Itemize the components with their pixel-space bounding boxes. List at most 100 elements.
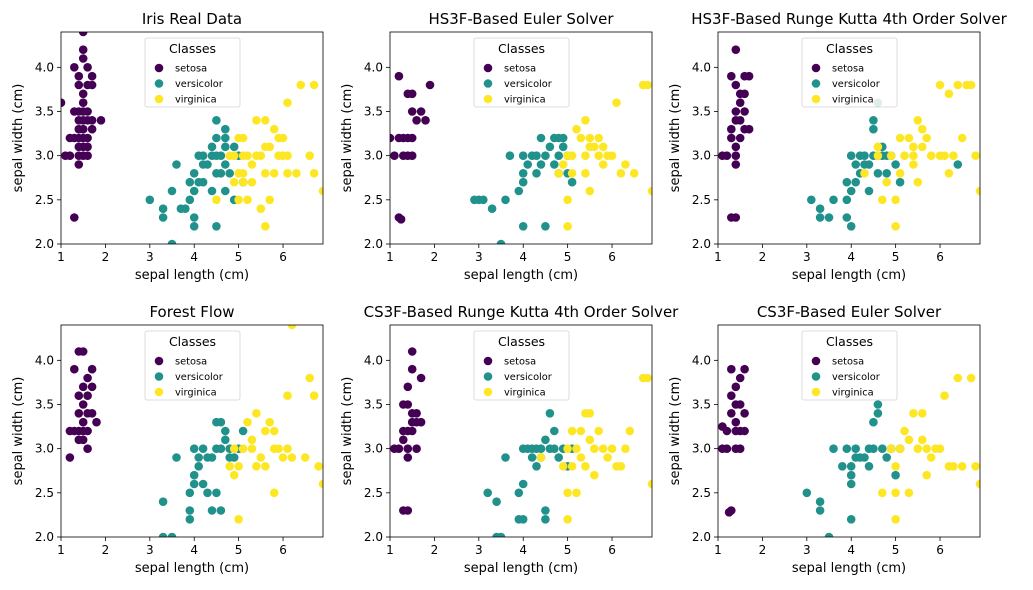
point-setosa xyxy=(731,151,741,160)
point-virginica xyxy=(567,426,577,436)
point-versicolor xyxy=(212,133,221,143)
point-versicolor xyxy=(212,488,221,498)
point-setosa xyxy=(87,382,97,392)
point-virginica xyxy=(918,124,927,134)
point-versicolor xyxy=(518,479,528,489)
y-tick-label: 2.5 xyxy=(35,193,54,207)
point-versicolor xyxy=(541,222,550,231)
y-tick-label: 4.0 xyxy=(692,353,711,367)
point-versicolor xyxy=(198,444,208,454)
x-tick-label: 5 xyxy=(564,543,572,557)
point-versicolor xyxy=(802,488,812,498)
point-virginica xyxy=(891,488,900,498)
point-versicolor xyxy=(145,195,155,205)
point-virginica xyxy=(256,453,266,462)
point-versicolor xyxy=(815,204,825,213)
point-virginica xyxy=(229,470,239,480)
x-tick-label: 1 xyxy=(57,543,65,557)
legend-title: Classes xyxy=(498,41,545,56)
point-virginica xyxy=(953,80,963,90)
point-virginica xyxy=(940,151,949,160)
point-versicolor xyxy=(541,506,550,515)
point-virginica xyxy=(900,426,909,436)
point-virginica xyxy=(296,80,306,90)
point-versicolor xyxy=(221,124,230,134)
point-virginica xyxy=(581,462,590,471)
subplot-title: Iris Real Data xyxy=(142,10,242,28)
point-virginica xyxy=(269,124,279,134)
point-setosa xyxy=(78,98,88,107)
point-virginica xyxy=(975,186,980,196)
x-tick-label: 5 xyxy=(235,543,243,557)
point-setosa xyxy=(83,142,92,152)
legend-label: setosa xyxy=(832,64,864,75)
point-virginica xyxy=(643,373,652,383)
point-virginica xyxy=(265,417,275,427)
x-tick-label: 4 xyxy=(519,250,527,264)
point-setosa xyxy=(83,116,92,125)
point-versicolor xyxy=(869,124,878,134)
point-setosa xyxy=(403,400,413,409)
x-tick-label: 1 xyxy=(714,543,722,557)
point-versicolor xyxy=(216,506,226,515)
point-virginica xyxy=(283,391,292,401)
point-setosa xyxy=(727,409,736,418)
point-virginica xyxy=(935,444,945,454)
legend: Classes setosa versicolor virginica xyxy=(801,330,898,401)
point-setosa xyxy=(74,409,84,418)
legend-marker xyxy=(811,356,821,366)
point-virginica xyxy=(261,222,270,231)
point-versicolor xyxy=(216,151,226,160)
x-tick-label: 6 xyxy=(936,543,944,557)
legend-label: versicolor xyxy=(832,372,881,383)
x-tick-label: 2 xyxy=(102,250,110,264)
y-axis-label: sepal width (cm) xyxy=(340,84,355,193)
point-setosa xyxy=(78,89,88,99)
axes-frame xyxy=(389,324,653,538)
point-versicolor xyxy=(846,186,856,196)
point-versicolor xyxy=(158,497,168,507)
y-tick-label: 2.5 xyxy=(364,193,383,207)
legend: Classes setosa versicolor virginica xyxy=(473,330,570,401)
y-tick-label: 3.0 xyxy=(35,442,54,456)
point-versicolor xyxy=(518,222,528,231)
point-virginica xyxy=(243,151,252,160)
point-setosa xyxy=(390,133,395,143)
point-setosa xyxy=(403,444,413,454)
point-virginica xyxy=(247,435,257,445)
y-tick-label: 2.5 xyxy=(35,486,54,500)
point-versicolor xyxy=(873,409,883,418)
point-virginica xyxy=(572,444,581,454)
point-setosa xyxy=(390,151,399,160)
point-versicolor xyxy=(851,177,860,187)
x-axis-label: sepal length (cm) xyxy=(792,561,906,576)
point-versicolor xyxy=(550,426,559,436)
point-setosa xyxy=(61,151,70,160)
point-setosa xyxy=(74,80,84,90)
point-virginica xyxy=(918,435,927,445)
point-versicolor xyxy=(212,116,221,125)
point-virginica xyxy=(274,133,283,143)
point-setosa xyxy=(87,364,97,374)
y-tick-label: 2.5 xyxy=(364,486,383,500)
point-versicolor xyxy=(846,462,856,471)
legend-title: Classes xyxy=(826,41,873,56)
point-setosa xyxy=(78,45,88,54)
point-setosa xyxy=(740,107,749,116)
point-virginica xyxy=(261,116,270,125)
point-versicolor xyxy=(891,160,900,169)
legend-title: Classes xyxy=(169,334,216,349)
point-versicolor xyxy=(851,444,860,454)
point-versicolor xyxy=(869,116,878,125)
point-virginica xyxy=(300,453,310,462)
point-virginica xyxy=(309,169,319,178)
point-versicolor xyxy=(203,160,212,169)
point-setosa xyxy=(70,63,79,72)
point-virginica xyxy=(265,142,275,152)
point-virginica xyxy=(256,151,266,160)
point-versicolor xyxy=(554,151,563,160)
point-setosa xyxy=(735,89,745,99)
point-setosa xyxy=(78,32,88,37)
point-virginica xyxy=(238,169,248,178)
point-virginica xyxy=(940,391,949,401)
